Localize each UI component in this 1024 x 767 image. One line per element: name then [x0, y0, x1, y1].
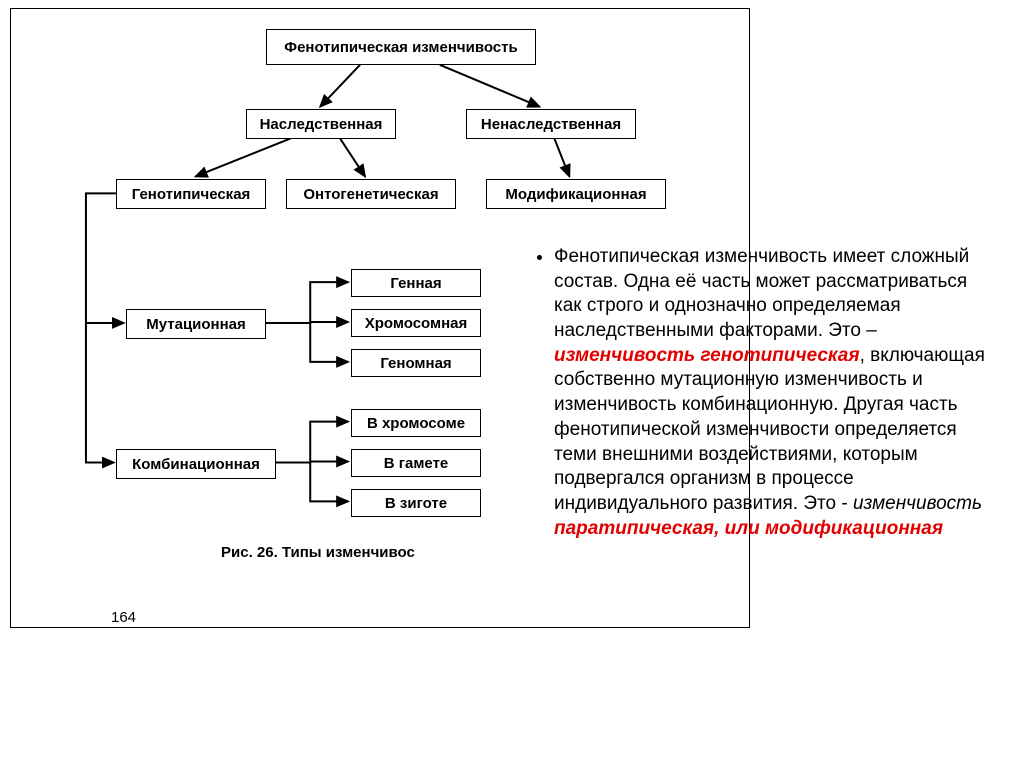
node-genomic: Геномная — [351, 349, 481, 377]
node-in-chromosome: В хромосоме — [351, 409, 481, 437]
node-modification: Модификационная — [486, 179, 666, 209]
node-genotypic: Генотипическая — [116, 179, 266, 209]
text-highlight-paratypic: паратипическая, или модификационная — [554, 518, 943, 539]
node-in-zygote: В зиготе — [351, 489, 481, 517]
text-part-2: , включающая собственно мутационную изме… — [554, 345, 985, 514]
page-number: 164 — [111, 609, 136, 626]
explanatory-text: Фенотипическая изменчивость имеет сложны… — [530, 245, 1000, 541]
node-hereditary: Наследственная — [246, 109, 396, 139]
node-root: Фенотипическая изменчивость — [266, 29, 536, 65]
node-in-gamete: В гамете — [351, 449, 481, 477]
node-mutational: Мутационная — [126, 309, 266, 339]
node-nonhereditary: Ненаследственная — [466, 109, 636, 139]
node-ontogenetic: Онтогенетическая — [286, 179, 456, 209]
figure-caption: Рис. 26. Типы изменчивос — [221, 544, 415, 561]
text-part-1: Фенотипическая изменчивость имеет сложны… — [554, 246, 969, 341]
text-part-3-italic: изменчивость — [853, 493, 982, 514]
node-chromosomal: Хромосомная — [351, 309, 481, 337]
text-highlight-genotypic: изменчивость генотипическая — [554, 345, 860, 366]
node-gene: Генная — [351, 269, 481, 297]
node-combinational: Комбинационная — [116, 449, 276, 479]
